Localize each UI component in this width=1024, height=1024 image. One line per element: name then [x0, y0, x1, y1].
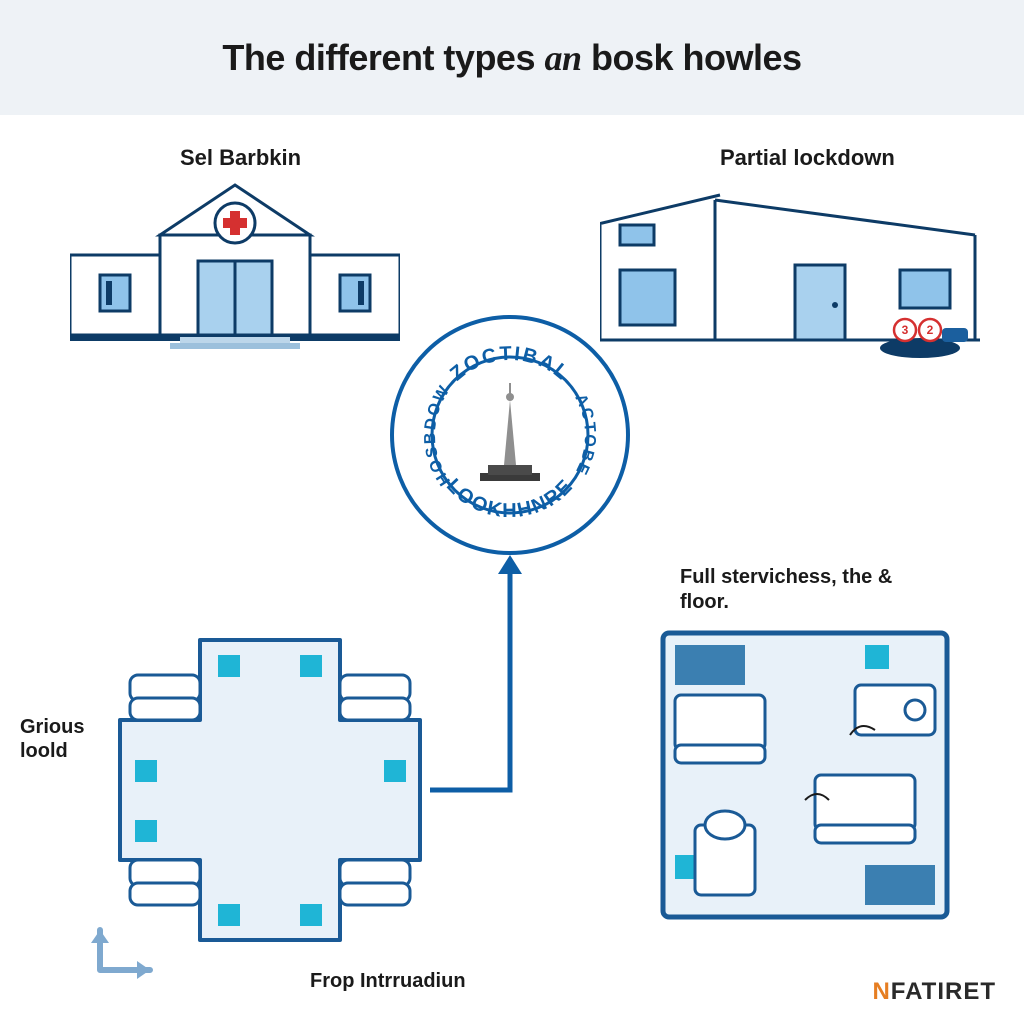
floorplan-right [655, 625, 955, 925]
svg-text:2: 2 [927, 323, 934, 337]
hospital-icon [70, 165, 400, 360]
svg-text:HOSBDOW: HOSBDOW [422, 382, 454, 489]
floorplan-left [100, 620, 440, 960]
svg-text:ACTOBE: ACTOBE [571, 392, 598, 479]
label-top-right: Partial lockdown [720, 145, 895, 171]
badge-word-left: HOSBDOW [422, 382, 454, 489]
exit-arrow-icon [75, 925, 165, 995]
center-badge: ZOCTIBAL LOOKHHNRE HOSBDOW ACTOBE [380, 305, 640, 565]
label-mid-left: Grious loold [20, 715, 100, 763]
label-bottom-center: Frop Intrruadiun [310, 970, 466, 993]
diagram-canvas: Sel Barbkin Partial lockdown Grious lool… [0, 115, 1024, 1024]
badge-word-top: ZOCTIBAL [446, 343, 574, 386]
brand-logo: NFATIRET [872, 978, 996, 1006]
connector-arrow [410, 550, 610, 810]
title-pre: The different types [222, 37, 544, 78]
title-italic: an [544, 38, 581, 78]
badge-word-right: ACTOBE [571, 392, 598, 479]
tower-icon [480, 383, 540, 481]
svg-text:ZOCTIBAL: ZOCTIBAL [446, 343, 574, 386]
title-post: bosk howles [582, 37, 802, 78]
svg-text:LOOKHHNRE: LOOKHHNRE [442, 475, 578, 522]
svg-text:3: 3 [902, 323, 909, 337]
house-icon: 3 2 [600, 170, 980, 360]
brand-n: N [872, 978, 890, 1005]
label-mid-right: Full stervichess, the & floor. [680, 565, 940, 615]
badge-word-bottom: LOOKHHNRE [442, 475, 578, 522]
brand-rest: FATIRET [891, 978, 996, 1005]
page-title: The different types an bosk howles [222, 37, 801, 79]
header-bar: The different types an bosk howles [0, 0, 1024, 115]
